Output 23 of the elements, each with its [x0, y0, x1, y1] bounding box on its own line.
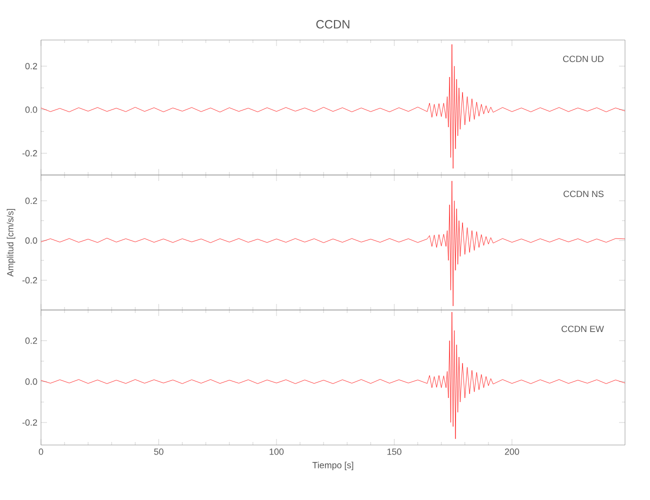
x-tick-label: 150	[387, 448, 402, 455]
x-tick-label: 50	[154, 448, 164, 455]
x-axis-title: Tiempo [s]	[312, 462, 354, 470]
line-series	[41, 180, 626, 306]
y-axis-title: Amplitud [cm/s/s]	[6, 209, 16, 277]
x-tick-label: 0	[38, 448, 44, 455]
annotation: CCDN EW	[562, 326, 604, 332]
y-tick-label: 0.2	[25, 198, 38, 204]
x-tick-label: 200	[504, 448, 520, 455]
y-tick-label: -0.2	[22, 419, 38, 426]
y-tick-label: 0.0	[25, 237, 38, 244]
y-tick-label: -0.2	[22, 150, 38, 156]
y-tick-label: 0.2	[25, 338, 38, 344]
chart-title: CCDN	[316, 20, 350, 28]
annotation: CCDN UD	[563, 56, 604, 62]
annotation: CCDN NS	[564, 190, 604, 198]
line-series	[41, 44, 626, 169]
y-tick-label: -0.2	[22, 277, 38, 284]
y-tick-label: 0.2	[25, 62, 38, 70]
line-series	[41, 312, 626, 440]
x-tick-label: 100	[270, 448, 284, 455]
y-tick-label: 0.0	[25, 378, 38, 385]
y-tick-label: 0.0	[25, 106, 38, 113]
